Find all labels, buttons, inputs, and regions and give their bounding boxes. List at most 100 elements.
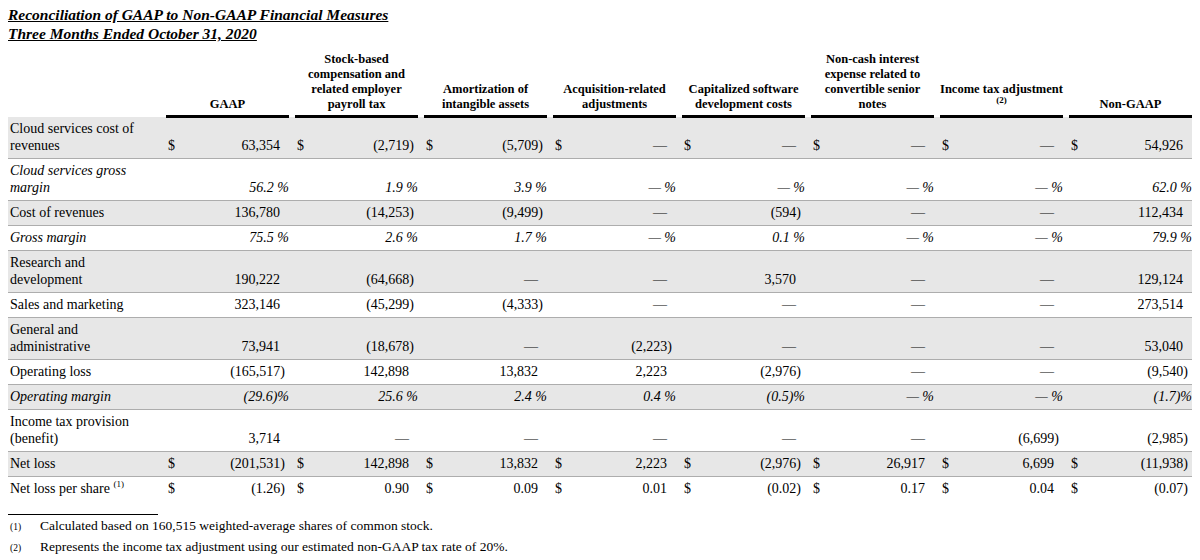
cell-currency	[1069, 409, 1085, 451]
cell-currency	[1069, 225, 1085, 250]
cell-value-text: 0.09	[514, 481, 539, 496]
cell-currency	[682, 292, 698, 317]
cell-value-text: —	[782, 339, 796, 354]
cell-value-text: 1.9 %	[385, 180, 418, 195]
cell-value-text: 112,434	[1138, 205, 1183, 220]
cell-currency	[295, 384, 311, 409]
cell-value: 273,514	[1085, 292, 1183, 317]
cell-suffix	[280, 409, 289, 451]
cell-suffix	[538, 359, 547, 384]
cell-value-text: 0.90	[385, 481, 410, 496]
cell-value-text: 0.01	[643, 481, 668, 496]
cell-value-text: —	[653, 205, 667, 220]
cell-value: 56.2 %	[182, 158, 289, 200]
cell-currency: $	[295, 451, 311, 476]
cell-value-text: (4,333)	[502, 297, 543, 312]
cell-value: (64,668)	[311, 250, 409, 292]
cell-value-text: 0.4 %	[643, 389, 676, 404]
cell-value-text: 2,223	[636, 364, 668, 379]
cell-value-text: —	[911, 364, 925, 379]
cell-currency: $	[553, 476, 569, 501]
cell-currency	[295, 409, 311, 451]
cell-value-text: (1.7)%	[1154, 389, 1193, 404]
cell-suffix	[280, 200, 289, 225]
cell-currency	[166, 225, 182, 250]
cell-value: 1.7 %	[440, 225, 547, 250]
cell-suffix	[667, 292, 676, 317]
cell-currency	[1069, 317, 1085, 359]
table-row: Sales and marketing323,146(45,299)(4,333…	[8, 292, 1192, 317]
cell-value: — %	[569, 225, 676, 250]
footnote-ref: (2)	[996, 95, 1007, 105]
cell-currency	[424, 409, 440, 451]
cell-value: 0.90	[311, 476, 409, 501]
cell-currency	[1069, 359, 1085, 384]
footnote-1-marker: (1)	[8, 517, 40, 536]
cell-value-text: (2,985)	[1147, 431, 1188, 446]
footnote-divider	[8, 514, 158, 515]
cell-currency: $	[553, 117, 569, 159]
cell-value-text: 62.0 %	[1152, 180, 1192, 195]
cell-value: (594)	[698, 200, 796, 225]
cell-currency	[166, 200, 182, 225]
cell-suffix	[667, 476, 676, 501]
cell-currency	[553, 317, 569, 359]
cell-currency: $	[940, 476, 956, 501]
row-label-header	[8, 52, 160, 117]
cell-value-text: (2,719)	[373, 138, 414, 153]
cell-currency	[811, 292, 827, 317]
footnote-1-text: Calculated based on 160,515 weighted-ave…	[40, 517, 1192, 535]
cell-value-text: 13,832	[500, 364, 539, 379]
reconciliation-table: GAAPStock-based compensation and related…	[8, 52, 1192, 501]
cell-value-text: —	[911, 138, 925, 153]
cell-value: 2.4 %	[440, 384, 547, 409]
row-label: Net loss per share (1)	[8, 476, 160, 501]
cell-suffix	[280, 250, 289, 292]
cell-currency	[940, 158, 956, 200]
column-header-5: Non-cash interest expense related to con…	[811, 52, 934, 117]
cell-currency	[811, 158, 827, 200]
cell-value-text: — %	[1035, 389, 1063, 404]
cell-currency: $	[682, 117, 698, 159]
cell-suffix	[796, 317, 805, 359]
cell-value-text: (9,540)	[1147, 364, 1188, 379]
cell-suffix	[538, 250, 547, 292]
document-subtitle: Three Months Ended October 31, 2020	[8, 24, 1192, 43]
row-label: General and administrative	[8, 317, 160, 359]
cell-value-text: —	[395, 431, 409, 446]
cell-suffix	[1054, 117, 1063, 159]
cell-suffix	[1183, 200, 1192, 225]
column-header-4: Capitalized software development costs	[682, 52, 805, 117]
cell-value: 0.04	[956, 476, 1054, 501]
cell-value: —	[440, 409, 538, 451]
cell-value-text: (2,976)	[760, 456, 801, 471]
cell-currency	[940, 384, 956, 409]
cell-value: —	[311, 409, 409, 451]
row-label: Operating margin	[8, 384, 160, 409]
cell-value-text: —	[653, 138, 667, 153]
cell-value: —	[440, 250, 538, 292]
row-label: Operating loss	[8, 359, 160, 384]
cell-currency	[940, 359, 956, 384]
cell-value: (0.5)%	[698, 384, 805, 409]
cell-suffix	[667, 451, 676, 476]
cell-value: —	[569, 250, 667, 292]
cell-value: (2,976)	[698, 451, 796, 476]
cell-currency	[424, 384, 440, 409]
cell-value-text: — %	[777, 180, 805, 195]
cell-value-text: (18,678)	[366, 339, 414, 354]
table-row: Operating margin(29.6)%25.6 %2.4 %0.4 %(…	[8, 384, 1192, 409]
cell-currency: $	[295, 117, 311, 159]
cell-currency	[553, 250, 569, 292]
cell-value: — %	[956, 384, 1063, 409]
cell-value: (2,985)	[1085, 409, 1183, 451]
cell-currency: $	[166, 451, 182, 476]
cell-currency: $	[811, 476, 827, 501]
cell-value-text: 0.04	[1029, 481, 1054, 496]
cell-value: 2,223	[569, 451, 667, 476]
cell-currency	[1069, 200, 1085, 225]
cell-value: (11,938)	[1085, 451, 1183, 476]
cell-value: — %	[956, 225, 1063, 250]
cell-value-text: — %	[1035, 180, 1063, 195]
cell-value-text: —	[653, 297, 667, 312]
